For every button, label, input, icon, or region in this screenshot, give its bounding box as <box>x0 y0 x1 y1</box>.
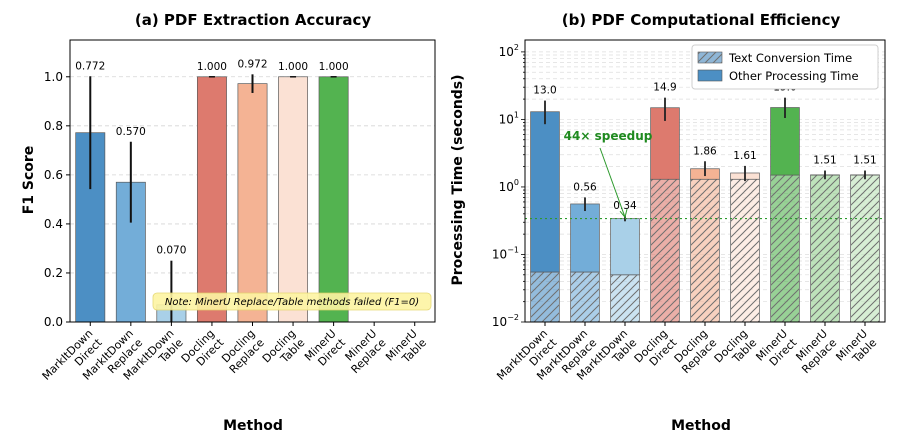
chart-a-y-tick-label: 0.0 <box>44 315 63 329</box>
chart-b-value-label: 1.51 <box>813 155 836 167</box>
chart-b-y-tick-label: 10−2 <box>492 313 519 329</box>
chart-a-note-box <box>152 292 432 311</box>
chart-b-x-tick-label: DoclingReplace <box>670 327 719 376</box>
legend-label-text-conversion: Text Conversion Time <box>728 51 852 65</box>
chart-b-bar-hatch <box>810 175 840 322</box>
chart-a-value-label: 0.972 <box>237 58 267 70</box>
speedup-arrow-icon <box>599 147 628 219</box>
chart-a-value-label: 1.000 <box>319 61 349 73</box>
legend-swatch-other-processing <box>697 69 723 82</box>
chart-b-value-label: 0.56 <box>573 181 597 193</box>
chart-a-title: (a) PDF Extraction Accuracy <box>135 11 371 29</box>
chart-a-value-label: 0.070 <box>156 245 186 257</box>
chart-a-note: Note: MinerU Replace/Table methods faile… <box>152 292 432 311</box>
chart-b-x-tick-label: MinerUTable <box>833 327 879 373</box>
chart-a-y-tick-label: 0.2 <box>44 266 63 280</box>
chart-b: (b) PDF Computational Efficiency Process… <box>450 11 886 434</box>
chart-b-y-tick-exponent: 2 <box>514 43 519 52</box>
chart-b-bar-hatch <box>530 272 560 322</box>
chart-b-value-label: 1.61 <box>733 150 756 162</box>
chart-a-x-tick-label: DoclingReplace <box>218 327 267 376</box>
chart-a-value-label: 1.000 <box>197 61 227 73</box>
chart-b-value-label: 0.34 <box>613 200 637 212</box>
chart-b-bar-hatch <box>690 179 720 322</box>
chart-b-bar-other-processing <box>610 218 640 276</box>
chart-b-y-tick-exponent: −2 <box>507 313 519 322</box>
chart-b-x-tick-label: MinerUDirect <box>753 326 799 372</box>
chart-b-bar-hatch <box>570 272 600 322</box>
chart-b-y-tick-base: 10 <box>492 315 507 329</box>
legend-label-other-processing: Other Processing Time <box>729 69 859 83</box>
chart-a-x-tick-label: MinerUReplace <box>339 327 388 376</box>
chart-a-bar <box>278 76 309 323</box>
legend-swatch-hatch <box>698 52 722 63</box>
chart-a-x-tick-label: MinerUTable <box>383 327 429 373</box>
chart-a-y-tick-label: 1.0 <box>44 70 63 84</box>
chart-a-y-tick-label: 0.6 <box>44 168 63 182</box>
chart-b-y-tick-exponent: −1 <box>507 245 519 254</box>
chart-b-y-tick-exponent: 0 <box>514 178 519 187</box>
chart-a-x-tick-label: MinerUDirect <box>302 326 348 372</box>
chart-a-bar <box>196 76 227 323</box>
chart-b-value-label: 14.9 <box>653 82 676 94</box>
chart-b-y-tick-label: 102 <box>499 43 519 59</box>
chart-b-value-label: 1.86 <box>693 145 717 157</box>
chart-b-y-tick-label: 100 <box>499 178 519 194</box>
chart-b-y-tick-base: 10 <box>492 247 507 261</box>
chart-a-note-text: Note: MinerU Replace/Table methods faile… <box>165 297 419 308</box>
chart-b-bar-other-processing <box>770 107 800 176</box>
chart-b-y-tick-base: 10 <box>499 45 514 59</box>
chart-b-bar-hatch <box>610 274 640 322</box>
chart-a-y-axis-label: F1 Score <box>21 146 37 215</box>
chart-a-value-label: 0.772 <box>75 60 105 72</box>
chart-a-x-tick-label: DoclingDirect <box>179 326 227 374</box>
chart-a-bar <box>318 76 349 323</box>
legend-frame <box>691 44 879 90</box>
chart-b-bar-other-processing <box>570 203 600 273</box>
chart-a-x-axis-label: Method <box>223 418 283 434</box>
chart-b-bar-hatch <box>850 175 880 322</box>
speedup-annotation-text: 44× speedup <box>564 129 653 143</box>
chart-a-y-tick-label: 0.4 <box>44 217 63 231</box>
chart-a-y-tick-label: 0.8 <box>44 119 63 133</box>
chart-b-value-label: 13.0 <box>533 85 556 97</box>
chart-a-x-tick-label: DoclingTable <box>260 327 308 375</box>
chart-a: (a) PDF Extraction Accuracy F1 Score Met… <box>21 11 436 434</box>
chart-a-bar <box>237 83 268 323</box>
chart-b-y-tick-label: 10−1 <box>492 245 519 261</box>
chart-b-y-tick-exponent: 1 <box>514 110 519 119</box>
chart-b-value-label: 1.51 <box>853 155 876 167</box>
chart-b-bar-hatch <box>770 175 800 322</box>
chart-b-x-tick-label: DoclingDirect <box>632 326 680 374</box>
chart-b-bar-other-processing <box>530 111 560 273</box>
chart-b-title: (b) PDF Computational Efficiency <box>562 11 841 29</box>
chart-b-x-tick-label: MinerUReplace <box>790 327 839 376</box>
chart-b-y-tick-base: 10 <box>499 112 514 126</box>
chart-b-x-axis-label: Method <box>671 418 731 434</box>
chart-b-y-tick-label: 101 <box>499 110 519 126</box>
chart-b-bar-hatch <box>650 179 680 322</box>
chart-a-value-label: 0.570 <box>116 126 146 138</box>
chart-b-x-tick-label: DoclingTable <box>712 327 760 375</box>
chart-b-annotation: 44× speedup <box>564 129 653 219</box>
chart-b-bar-hatch <box>730 179 760 322</box>
chart-b-legend: Text Conversion Time Other Processing Ti… <box>691 44 879 90</box>
chart-a-value-label: 1.000 <box>278 61 308 73</box>
chart-b-y-tick-base: 10 <box>499 180 514 194</box>
chart-b-y-axis-label: Processing Time (seconds) <box>450 74 466 285</box>
chart-a-bars: 0.772 0.570 0.070 1.000 0.972 1.000 1.000 <box>75 58 349 323</box>
